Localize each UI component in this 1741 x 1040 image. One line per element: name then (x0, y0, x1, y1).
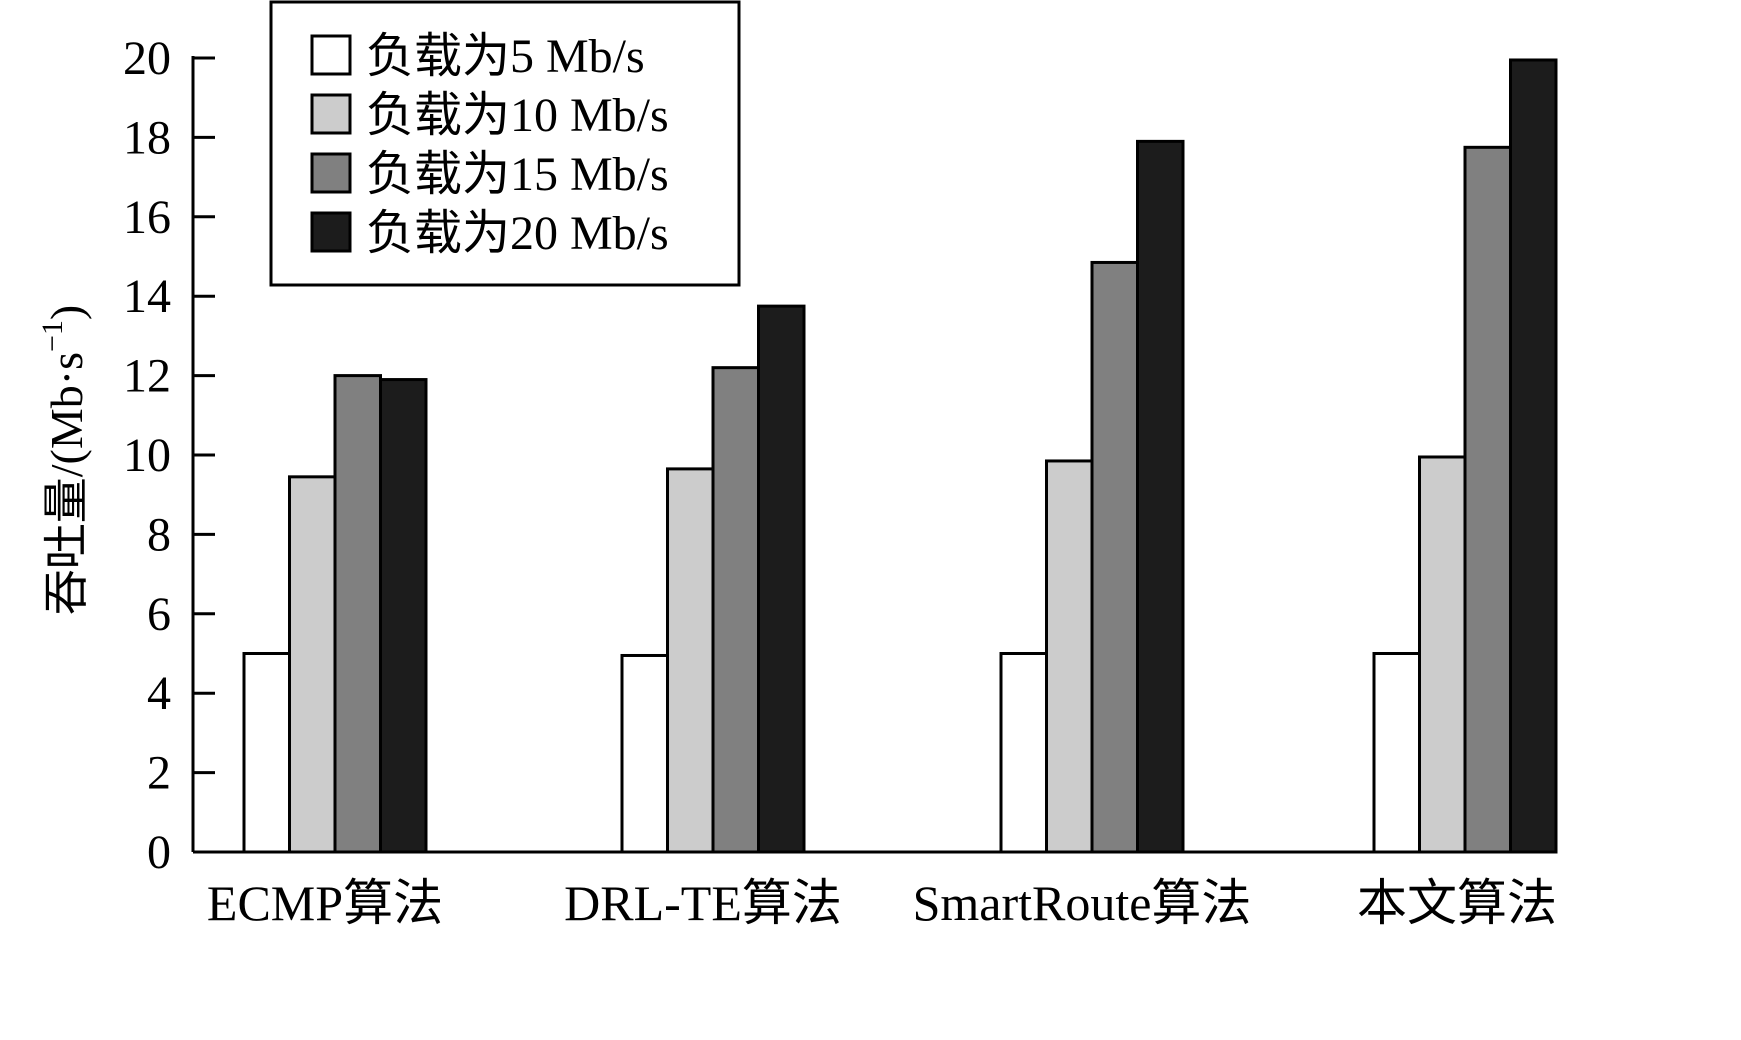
x-category-label-3: SmartRoute算法 (913, 875, 1252, 931)
bar-4-series-3 (1463, 145, 1512, 854)
legend: 负载为5 Mb/s 负载为10 Mb/s 负载为15 Mb/s 负载为20 Mb/s (269, 0, 741, 287)
y-axis-label-superscript: −1 (36, 320, 69, 352)
y-tick-label-6: 12 (123, 350, 171, 403)
y-tick-label-3: 6 (147, 588, 171, 641)
bar-3-series-2 (1045, 459, 1094, 854)
legend-swatch-4 (310, 211, 352, 253)
bar-1-series-2 (288, 475, 337, 854)
legend-label-3: 负载为15 Mb/s (366, 148, 669, 201)
y-tick-label-7: 14 (123, 270, 171, 323)
legend-label-2: 负载为10 Mb/s (366, 89, 669, 142)
bar-3-series-3 (1090, 260, 1139, 854)
bar-4-series-2 (1418, 455, 1467, 854)
y-tick-label-8: 16 (123, 191, 171, 244)
bar-4-series-1 (1372, 652, 1421, 854)
y-tick-label-2: 4 (147, 667, 171, 720)
y-tick-label-9: 18 (123, 111, 171, 164)
legend-swatch-3 (310, 152, 352, 194)
bar-4-series-4 (1509, 58, 1558, 854)
legend-label-1: 负载为5 Mb/s (366, 30, 645, 83)
bars-group (242, 58, 1558, 854)
x-category-label-1: ECMP算法 (207, 875, 443, 931)
bar-1-series-1 (242, 652, 291, 854)
bar-2-series-4 (757, 304, 806, 854)
bar-2-series-1 (620, 653, 669, 854)
bar-1-series-4 (379, 378, 428, 854)
y-tick-label-4: 8 (147, 508, 171, 561)
bar-2-series-2 (666, 467, 715, 854)
y-axis-label-suffix: ) (41, 305, 92, 320)
legend-swatch-2 (310, 93, 352, 135)
bar-2-series-3 (711, 366, 760, 854)
bar-3-series-1 (999, 652, 1048, 854)
legend-label-4: 负载为20 Mb/s (366, 207, 669, 260)
y-tick-label-10: 20 (123, 32, 171, 85)
bar-3-series-4 (1136, 139, 1185, 854)
y-tick-label-1: 2 (147, 747, 171, 800)
y-tick-label-0: 0 (147, 826, 171, 879)
y-axis-label-main: 吞吐量/(Mb·s (41, 352, 92, 615)
x-category-label-4: 本文算法 (1357, 875, 1557, 931)
x-axis: ECMP算法 DRL-TE算法 SmartRoute算法 本文算法 (193, 850, 1557, 931)
y-axis: 0 2 4 6 8 10 12 14 16 18 20 (123, 32, 215, 879)
y-axis-label: 吞吐量/(Mb·s−1) (36, 305, 92, 615)
legend-swatch-1 (310, 34, 352, 76)
bar-1-series-3 (333, 374, 382, 854)
x-category-label-2: DRL-TE算法 (564, 875, 842, 931)
y-tick-label-5: 10 (123, 429, 171, 482)
